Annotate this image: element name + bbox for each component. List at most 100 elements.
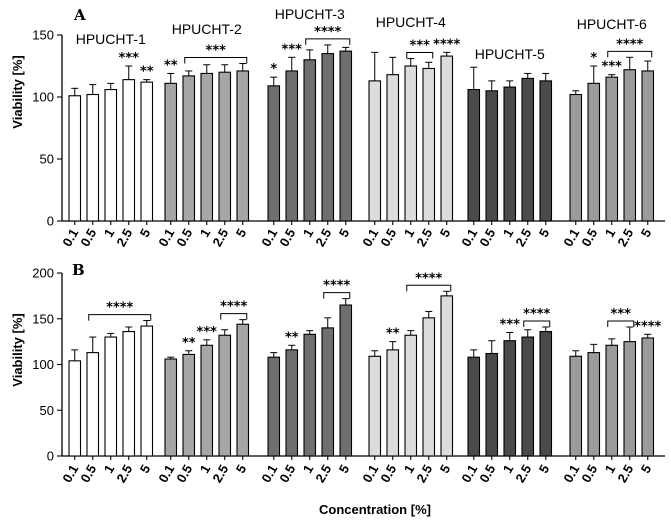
x-tick-label: 2.5: [209, 462, 231, 485]
x-tick-label: 2.5: [312, 462, 334, 485]
bar: [641, 337, 655, 457]
bar: [86, 93, 100, 222]
bar: [467, 356, 481, 457]
bar: [368, 80, 382, 222]
bar: [218, 334, 232, 457]
significance-bracket: [406, 284, 452, 292]
x-tick-label: 5: [638, 462, 655, 476]
bar: [386, 349, 400, 457]
bar: [218, 71, 232, 222]
significance-mark: **: [164, 58, 178, 73]
bar: [485, 352, 499, 457]
significance-bracket: [220, 313, 248, 320]
bar: [368, 355, 382, 457]
bracket-significance-label: ****: [106, 301, 133, 316]
bar: [440, 295, 454, 457]
significance-bracket: [305, 38, 351, 45]
significance-bracket: [406, 52, 434, 59]
bar: [539, 80, 553, 222]
bar: [404, 334, 418, 457]
significance-mark: ****: [634, 319, 661, 334]
bar: [200, 72, 214, 222]
x-tick-label: 5: [137, 226, 154, 240]
significance-mark: ****: [433, 37, 460, 52]
panel-b-label: B: [72, 261, 85, 279]
x-tick-label: 0.1: [258, 462, 280, 485]
bar: [422, 67, 436, 222]
x-tick-label: 0.1: [59, 462, 81, 485]
bar: [422, 317, 436, 457]
bar: [68, 95, 82, 222]
x-tick-label: 0.5: [578, 462, 600, 485]
y-tick-label: 0: [47, 449, 54, 464]
bar: [587, 82, 601, 222]
bar: [339, 304, 353, 457]
significance-mark: **: [140, 65, 154, 80]
x-tick-label: 0.1: [359, 226, 381, 249]
bar: [539, 331, 553, 457]
significance-bracket: [607, 50, 653, 58]
x-tick-label: 0.1: [155, 462, 177, 485]
significance-mark: **: [386, 327, 400, 342]
bar: [386, 74, 400, 222]
bar: [641, 70, 655, 222]
x-tick-label: 0.5: [173, 226, 195, 249]
bar: [503, 340, 517, 457]
group-title: HPUCHT-3: [275, 6, 345, 22]
x-tick-label: 0.5: [377, 462, 399, 485]
bar: [587, 352, 601, 457]
x-tick-label: 5: [437, 226, 454, 240]
panel-a-label: A: [73, 6, 86, 24]
bar: [104, 336, 118, 457]
x-tick-label: 2.5: [209, 226, 231, 249]
x-tick-label: 0.5: [476, 462, 498, 485]
x-tick-label: 5: [336, 462, 353, 476]
bar: [485, 90, 499, 222]
significance-mark: ***: [197, 325, 218, 340]
x-tick-label: 5: [137, 462, 154, 476]
significance-bracket: [607, 320, 635, 327]
bar: [236, 323, 250, 457]
y-tick-label: 150: [32, 28, 54, 43]
bar: [440, 55, 454, 222]
x-axis-title: Concentration [%]: [319, 502, 431, 517]
panel-a-y-axis-title: Viability [%]: [10, 55, 25, 128]
bracket-significance-label: ****: [523, 307, 550, 322]
x-tick-label: 5: [233, 226, 250, 240]
x-tick-label: 5: [638, 226, 655, 240]
bar: [503, 86, 517, 222]
x-tick-label: 5: [336, 226, 353, 240]
bracket-significance-label: ***: [206, 44, 227, 59]
bar: [140, 81, 154, 222]
bar: [303, 333, 317, 457]
bar: [236, 70, 250, 222]
bar: [521, 336, 535, 457]
bar: [521, 77, 535, 222]
y-tick-label: 200: [32, 266, 54, 281]
x-tick-label: 0.1: [155, 226, 177, 249]
significance-mark: **: [182, 336, 196, 351]
x-tick-label: 5: [536, 226, 553, 240]
bar: [321, 53, 335, 222]
group-title: HPUCHT-4: [376, 14, 446, 30]
x-tick-label: 5: [233, 462, 250, 476]
bar: [623, 341, 637, 457]
x-tick-label: 0.5: [77, 226, 99, 249]
bar: [68, 360, 82, 457]
panel-b-y-axis-title: Viability [%]: [10, 313, 25, 386]
bar: [569, 355, 583, 457]
bar: [140, 325, 154, 457]
x-tick-label: 0.5: [173, 462, 195, 485]
x-tick-label: 5: [437, 462, 454, 476]
bar: [285, 70, 299, 222]
bracket-significance-label: ***: [410, 39, 431, 54]
x-tick-label: 2.5: [512, 462, 534, 485]
x-tick-label: 0.5: [476, 226, 498, 249]
x-tick-label: 0.1: [458, 462, 480, 485]
x-tick-label: 0.1: [59, 226, 81, 249]
x-tick-label: 2.5: [113, 226, 135, 249]
significance-mark: ***: [500, 317, 521, 332]
